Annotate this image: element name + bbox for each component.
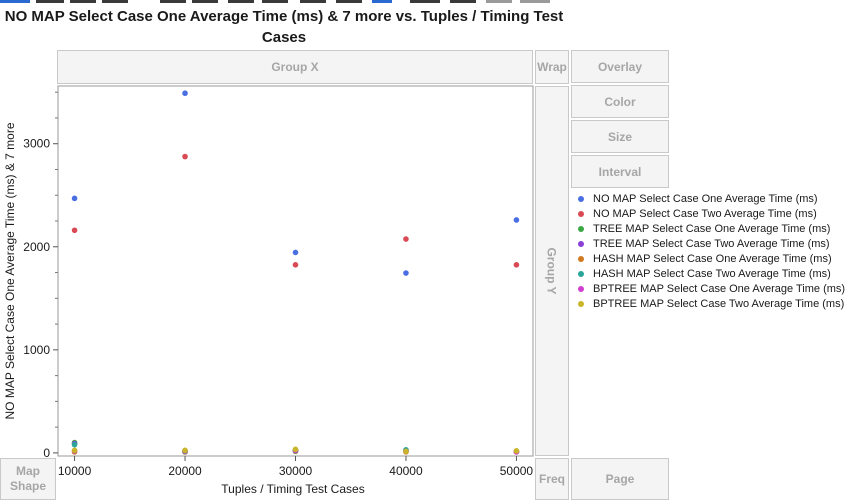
legend-label: NO MAP Select Case One Average Time (ms) <box>593 192 818 205</box>
legend: NO MAP Select Case One Average Time (ms)… <box>578 191 866 311</box>
data-point <box>182 153 188 160</box>
legend-item[interactable]: NO MAP Select Case Two Average Time (ms) <box>578 206 866 221</box>
legend-marker <box>578 270 584 277</box>
interval-zone[interactable]: Interval <box>571 155 669 188</box>
legend-label: HASH MAP Select Case One Average Time (m… <box>593 252 832 265</box>
legend-marker <box>578 225 584 232</box>
group-x-zone[interactable]: Group X <box>57 50 533 84</box>
data-point <box>403 448 409 455</box>
legend-label: TREE MAP Select Case Two Average Time (m… <box>593 237 830 250</box>
x-tick-label: 20000 <box>168 464 202 478</box>
legend-label: NO MAP Select Case Two Average Time (ms) <box>593 207 817 220</box>
data-point <box>292 249 299 256</box>
data-point <box>71 195 78 202</box>
chart-title: NO MAP Select Case One Average Time (ms)… <box>4 8 564 46</box>
legend-label: BPTREE MAP Select Case One Average Time … <box>593 282 846 295</box>
legend-item[interactable]: HASH MAP Select Case One Average Time (m… <box>578 251 866 266</box>
legend-label: TREE MAP Select Case One Average Time (m… <box>593 222 831 235</box>
y-tick-label: 2000 <box>23 240 50 254</box>
data-point <box>513 217 520 223</box>
legend-marker <box>578 285 584 292</box>
map-shape-zone[interactable]: Map Shape <box>0 458 56 500</box>
data-point <box>182 447 188 454</box>
x-axis: 10000 20000 30000 40000 50000 <box>58 456 534 478</box>
legend-marker <box>578 240 584 247</box>
page-zone[interactable]: Page <box>571 458 669 500</box>
data-point <box>292 446 299 453</box>
legend-item[interactable]: BPTREE MAP Select Case One Average Time … <box>578 281 866 296</box>
x-tick-label: 10000 <box>58 464 92 478</box>
legend-item[interactable]: NO MAP Select Case One Average Time (ms) <box>578 191 866 206</box>
data-point <box>182 90 188 97</box>
legend-item[interactable]: TREE MAP Select Case One Average Time (m… <box>578 221 866 236</box>
wrap-zone[interactable]: Wrap <box>535 50 569 84</box>
legend-label: BPTREE MAP Select Case Two Average Time … <box>593 297 845 310</box>
x-tick-label: 50000 <box>500 464 534 478</box>
y-tick-label: 1000 <box>23 343 50 357</box>
legend-item[interactable]: TREE MAP Select Case Two Average Time (m… <box>578 236 866 251</box>
data-point <box>71 441 78 448</box>
y-axis-label: NO MAP Select Case One Average Time (ms)… <box>3 122 17 419</box>
legend-marker <box>578 210 584 217</box>
size-zone[interactable]: Size <box>571 120 669 153</box>
overlay-zone[interactable]: Overlay <box>571 50 669 83</box>
x-tick-label: 30000 <box>279 464 313 478</box>
y-tick-label: 0 <box>43 446 50 460</box>
legend-item[interactable]: HASH MAP Select Case Two Average Time (m… <box>578 266 866 281</box>
legend-label: HASH MAP Select Case Two Average Time (m… <box>593 267 831 280</box>
legend-item[interactable]: BPTREE MAP Select Case Two Average Time … <box>578 296 866 311</box>
data-point <box>403 236 409 242</box>
data-points <box>71 90 520 455</box>
plot-frame <box>57 85 534 457</box>
legend-marker <box>578 255 584 262</box>
top-toolbar-strip <box>0 0 600 4</box>
y-tick-label: 3000 <box>23 137 50 151</box>
data-point <box>71 447 78 454</box>
data-point <box>513 448 520 454</box>
color-zone[interactable]: Color <box>571 85 669 118</box>
data-point <box>513 262 520 268</box>
data-point <box>71 227 78 234</box>
legend-marker <box>578 300 584 307</box>
data-point <box>292 262 299 268</box>
group-y-zone[interactable]: Group Y <box>535 86 569 456</box>
y-axis: 0 1000 2000 3000 <box>23 91 58 460</box>
data-point <box>403 270 409 276</box>
x-tick-label: 40000 <box>389 464 423 478</box>
legend-marker <box>578 195 584 202</box>
x-axis-label: Tuples / Timing Test Cases <box>221 482 364 496</box>
